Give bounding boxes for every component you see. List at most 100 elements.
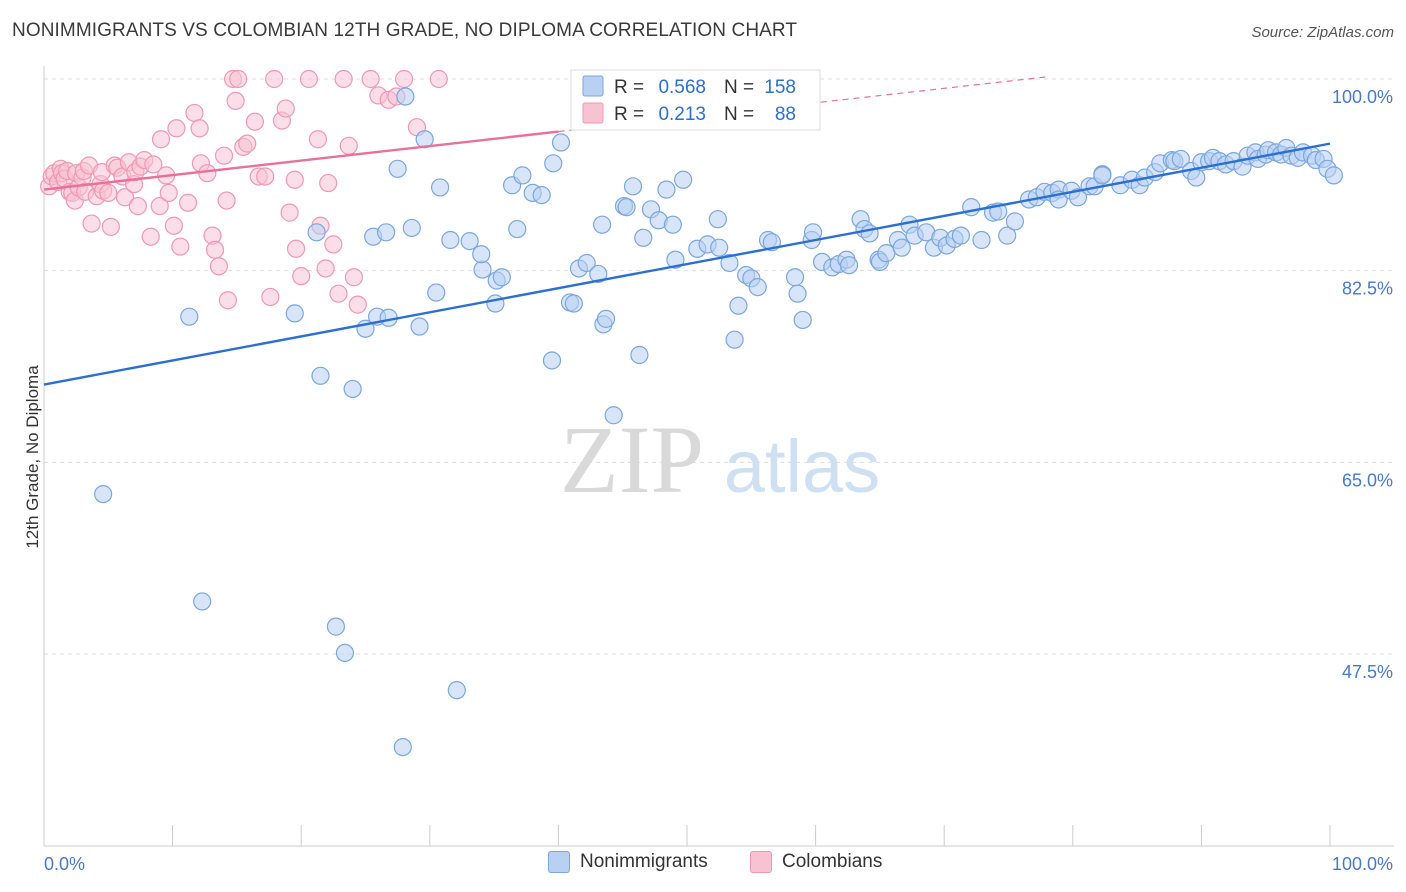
nonimmigrants-point-84 [877,244,896,263]
nonimmigrants-point-14 [388,159,407,178]
nonimmigrants-point-47 [617,198,636,217]
chart-title: NONIMMIGRANTS VS COLOMBIAN 12TH GRADE, N… [12,20,798,41]
nonimmigrants-point-7 [335,643,355,663]
colombians-point-42 [171,237,190,256]
legend-item-colombians: Colombians [750,851,882,873]
colombians-point-77 [334,69,353,89]
nonimmigrants-point-45 [604,406,623,425]
colombians-point-67 [285,170,304,189]
colombians-point-17 [82,214,101,233]
nonimmigrants-point-62 [725,330,744,349]
nonimmigrants-point-41 [589,264,608,284]
x-tick-label-0: 0.0% [44,854,85,874]
colombians-point-76 [329,284,348,303]
nonimmigrants-point-49 [630,345,649,365]
legend-swatch-blue [548,851,570,873]
legend-r-value-1: 0.568 [658,77,706,98]
nonimmigrants-point-50 [634,228,653,247]
nonimmigrants-point-26 [486,294,505,313]
nonimmigrants-point-30 [508,219,527,239]
legend-n-label-2: N = [724,104,754,125]
nonimmigrants-point-69 [785,268,805,287]
legend-r-label-2: R = [614,104,644,125]
nonimmigrants-point-25 [473,260,492,279]
nonimmigrants-point-8 [343,379,362,399]
legend-r-value-2: 0.213 [658,104,706,125]
nonimmigrants-point-123 [1187,168,1206,187]
colombians-point-58 [238,134,257,153]
nonimmigrants-point-24 [460,231,479,251]
colombians-point-40 [164,216,183,235]
x-tick-label-1: 100.0% [1332,854,1393,874]
nonimmigrants-point-99 [998,226,1017,245]
nonimmigrants-point-42 [593,215,612,234]
colombians-point-59 [245,112,265,131]
legend-label-colombians: Colombians [782,851,883,872]
colombians-point-62 [261,287,280,307]
nonimmigrants-point-3 [285,304,304,323]
watermark-zip: ZIP [560,406,704,513]
colombians-point-22 [99,183,118,203]
y-tick-label-0: 47.5% [1342,662,1393,682]
nonimmigrants-point-4 [307,223,326,242]
colombians-point-52 [217,191,236,210]
colombians-points [40,69,448,314]
nonimmigrants-point-70 [788,284,807,303]
axes [43,66,1394,847]
colombians-point-56 [229,69,248,89]
source-label: Source: ZipAtlas.com [1251,24,1394,41]
y-tick-label-2: 82.5% [1342,279,1393,299]
nonimmigrants-point-34 [542,351,562,370]
nonimmigrants-point-81 [860,224,879,243]
colombians-point-79 [344,268,364,287]
legend-item-nonimmigrants: Nonimmigrants [548,851,708,873]
nonimmigrants-point-40 [577,253,596,273]
colombians-point-85 [394,69,414,89]
colombians-point-51 [214,146,234,165]
nonimmigrants-point-53 [657,180,676,199]
nonimmigrants-point-21 [430,178,450,197]
nonimmigrants-point-44 [596,309,616,328]
nonimmigrants-point-86 [892,238,911,257]
colombians-point-47 [198,164,217,183]
colombians-point-34 [141,227,160,246]
legend-r-label-1: R = [614,77,644,98]
colombians-trend-line [43,130,559,191]
watermark-atlas: atlas [724,425,880,508]
nonimmigrants-point-71 [793,310,812,330]
nonimmigrants-point-60 [710,238,729,257]
colombians-point-71 [308,130,328,149]
colombians-point-45 [190,119,209,138]
nonimmigrants-point-22 [441,230,460,250]
colombians-point-43 [178,193,198,212]
stats-legend: R = 0.568 N = 158 R = 0.213 N = 88 [570,69,821,131]
nonimmigrants-point-156 [472,245,491,264]
colombians-point-27 [115,188,135,207]
nonimmigrants-point-6 [326,617,346,636]
nonimmigrants-point-54 [663,215,682,234]
colombians-point-35 [144,155,163,174]
colombians-point-44 [185,103,204,123]
colombians-point-49 [205,240,225,259]
colombians-point-53 [218,291,237,310]
nonimmigrants-point-15 [393,737,412,757]
nonimmigrants-point-38 [564,294,583,313]
legend-swatch-colombians [582,102,604,124]
y-tick-labels: 47.5% 65.0% 82.5% 100.0% [1332,87,1393,682]
nonimmigrants-point-61 [720,253,739,273]
nonimmigrants-points [94,87,1343,757]
colombians-point-74 [319,173,338,193]
y-axis-label: 12th Grade, No Diploma [23,365,42,549]
legend-n-value-2: 88 [775,104,796,125]
nonimmigrants-point-33 [532,185,551,205]
colombians-point-73 [316,259,335,278]
colombians-point-65 [276,99,295,118]
nonimmigrants-point-28 [492,268,511,287]
nonimmigrants-point-31 [513,166,532,185]
y-tick-label-1: 65.0% [1342,470,1393,490]
nonimmigrants-point-5 [311,366,330,385]
nonimmigrants-point-2 [193,592,212,611]
nonimmigrants-point-100 [1005,212,1025,231]
nonimmigrants-point-55 [666,250,685,269]
